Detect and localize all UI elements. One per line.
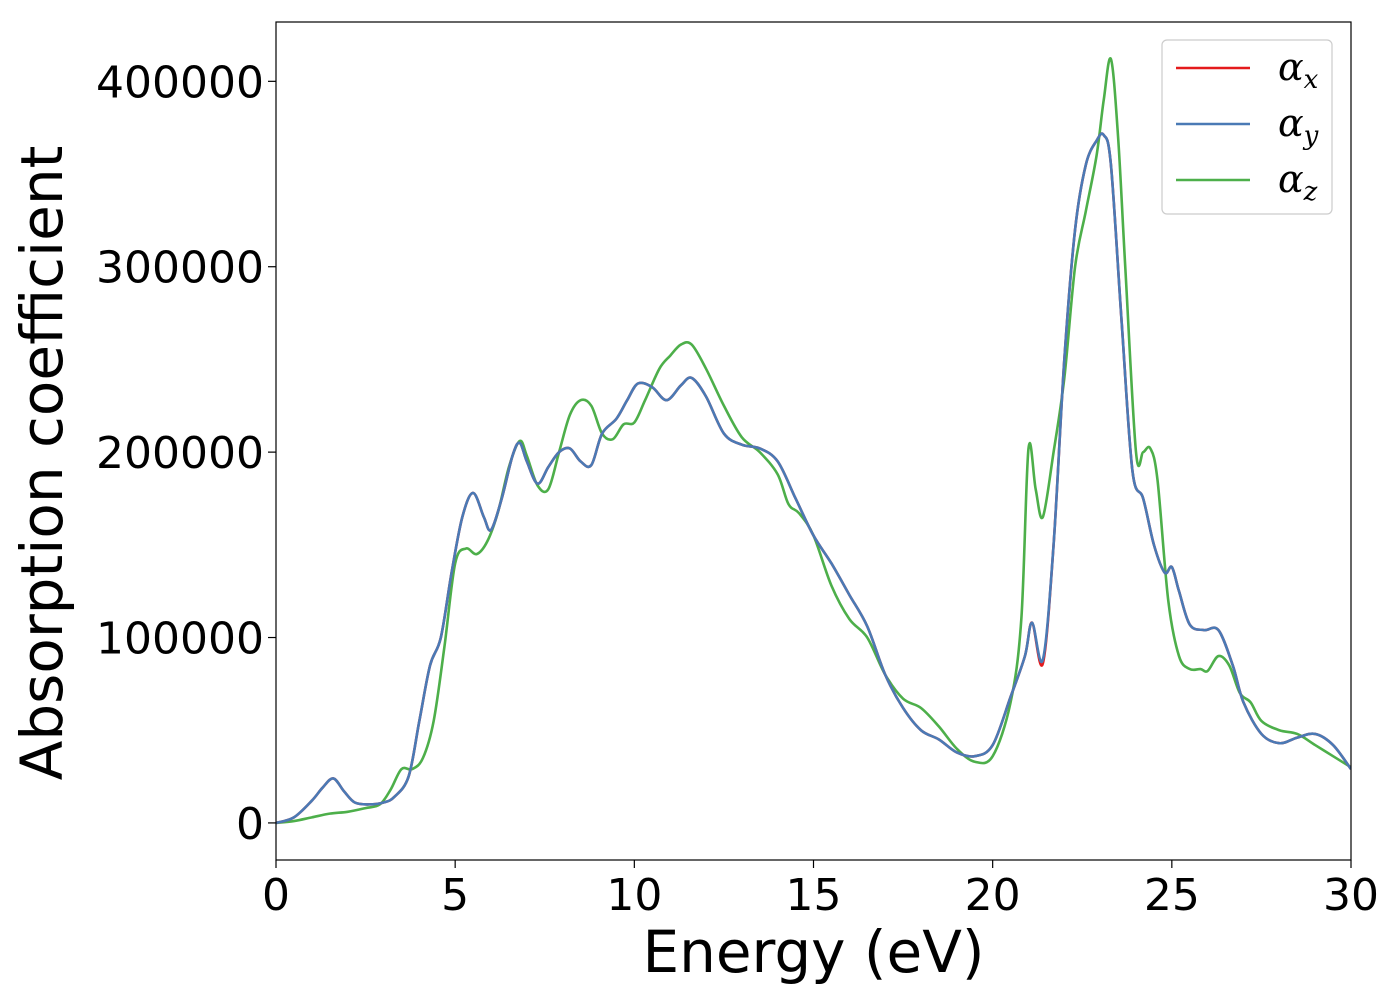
x-tick-label: 15 [786, 870, 842, 921]
y-tick-label: 400000 [96, 57, 264, 108]
y-tick-label: 100000 [96, 614, 264, 665]
x-tick-label: 25 [1144, 870, 1200, 921]
series-line-x [276, 132, 1351, 825]
ticks-layer: 0 5 10 15 20 25 30 0 100000 200000 300000 400000 [96, 57, 1379, 921]
x-tick-label: 5 [441, 870, 469, 921]
y-tick-label: 200000 [96, 428, 264, 479]
x-axis-label: Energy (eV) [642, 918, 984, 986]
y-tick-label: 300000 [96, 243, 264, 294]
legend-label-y: αy [1278, 101, 1319, 151]
legend: αx αy αz [1161, 39, 1333, 215]
series-line-z [276, 57, 1351, 825]
series-layer [276, 57, 1351, 825]
legend-box [1161, 39, 1333, 215]
legend-label-x: αx [1278, 45, 1319, 95]
x-tick-label: 0 [262, 870, 290, 921]
series-line-y [276, 132, 1351, 825]
legend-label-z: αz [1278, 157, 1318, 207]
y-axis-label: Absorption coefficient [8, 146, 76, 781]
y-tick-label: 0 [236, 799, 264, 850]
x-tick-label: 20 [965, 870, 1021, 921]
x-tick-label: 30 [1323, 870, 1379, 921]
x-tick-label: 10 [606, 870, 662, 921]
